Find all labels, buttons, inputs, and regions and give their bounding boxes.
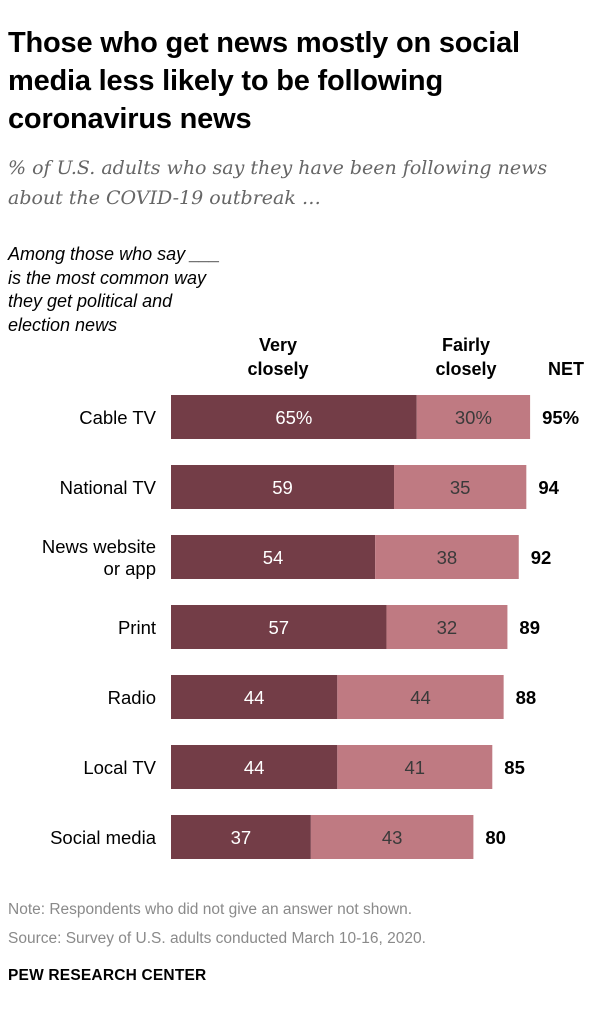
- bar-fairly-closely: [416, 395, 531, 439]
- category-label: National TV: [60, 477, 157, 498]
- data-label-net: 85: [504, 757, 525, 778]
- column-header-very-line1: Very: [258, 335, 298, 355]
- data-label-fairly-closely: 32: [437, 617, 458, 638]
- bar-very-closely: [171, 745, 338, 789]
- data-label-very-closely: 44: [244, 687, 265, 708]
- bar-fairly-closely: [337, 745, 493, 789]
- bar-very-closely: [171, 605, 387, 649]
- footer-brand: PEW RESEARCH CENTER: [8, 967, 207, 984]
- data-label-net: 89: [519, 617, 540, 638]
- column-header-net: NET: [548, 359, 584, 379]
- bar-very-closely: [171, 675, 338, 719]
- data-label-fairly-closely: 35: [450, 477, 471, 498]
- row-header-note: Among those who say ___ is the most comm…: [8, 244, 221, 335]
- data-label-net: 80: [485, 827, 506, 848]
- data-label-fairly-closely: 38: [437, 547, 458, 568]
- data-label-fairly-closely: 44: [410, 687, 431, 708]
- footer-note: Note: Respondents who did not give an an…: [8, 901, 413, 918]
- bar-fairly-closely: [375, 535, 519, 579]
- data-label-net: 95%: [542, 407, 579, 428]
- data-label-very-closely: 59: [272, 477, 293, 498]
- data-label-very-closely: 37: [231, 827, 252, 848]
- category-label: Cable TV: [79, 407, 156, 428]
- category-label: or app: [104, 558, 156, 579]
- data-label-fairly-closely: 43: [382, 827, 403, 848]
- column-header-fairly-line1: Fairly: [441, 335, 491, 355]
- bar-very-closely: [171, 535, 376, 579]
- stacked-bar-chart: Cable TV 65% 30% 95% National TV 59 35 94 News w…: [42, 395, 579, 859]
- category-label: Print: [118, 617, 156, 638]
- category-label: News website: [42, 536, 156, 557]
- footer-source: Source: Survey of U.S. adults conducted …: [8, 930, 426, 947]
- bar-very-closely: [171, 815, 311, 859]
- bar-fairly-closely: [310, 815, 474, 859]
- data-label-very-closely: 57: [268, 617, 289, 638]
- data-label-very-closely: 44: [244, 757, 265, 778]
- data-label-very-closely: 65%: [275, 407, 312, 428]
- data-label-very-closely: 54: [263, 547, 284, 568]
- bar-very-closely: [171, 465, 395, 509]
- data-label-fairly-closely: 41: [405, 757, 426, 778]
- data-label-net: 88: [516, 687, 537, 708]
- category-label: Local TV: [83, 757, 156, 778]
- bar-very-closely: [171, 395, 417, 439]
- chart-title: Those who get news mostly on social medi…: [8, 27, 520, 135]
- column-header-very-line2: closely: [247, 359, 309, 379]
- column-header-very-closely: Very closely: [244, 333, 312, 381]
- bar-fairly-closely: [386, 605, 508, 649]
- bar-fairly-closely: [394, 465, 527, 509]
- data-label-fairly-closely: 30%: [455, 407, 492, 428]
- category-label: Social media: [50, 827, 157, 848]
- chart-subtitle: % of U.S. adults who say they have been …: [8, 157, 548, 209]
- column-header-fairly-line2: closely: [435, 359, 497, 379]
- column-header-fairly-closely: Fairly closely: [428, 333, 504, 381]
- data-label-net: 92: [531, 547, 552, 568]
- bar-fairly-closely: [337, 675, 504, 719]
- category-label: Radio: [108, 687, 156, 708]
- data-label-net: 94: [538, 477, 559, 498]
